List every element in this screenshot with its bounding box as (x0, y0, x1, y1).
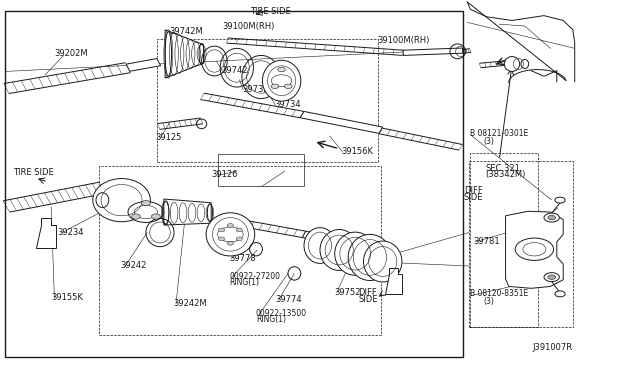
Circle shape (555, 291, 565, 297)
Polygon shape (302, 231, 383, 251)
Text: 39742M: 39742M (170, 27, 204, 36)
Bar (157, 39, 378, 162)
Circle shape (548, 275, 556, 279)
Text: 39775: 39775 (335, 262, 362, 271)
Circle shape (548, 215, 556, 220)
Circle shape (555, 197, 565, 203)
Text: TIRE SIDE: TIRE SIDE (13, 169, 54, 177)
Bar (5, 11, 463, 357)
Text: RING(1): RING(1) (229, 278, 259, 287)
Text: B 08121-0301E: B 08121-0301E (470, 129, 529, 138)
Bar (470, 153, 538, 327)
Text: DIFF: DIFF (464, 186, 483, 195)
Text: (3): (3) (483, 137, 494, 146)
Circle shape (278, 67, 285, 72)
Text: 00922-13500: 00922-13500 (256, 309, 307, 318)
Text: DIFF: DIFF (358, 288, 377, 296)
Circle shape (227, 224, 234, 227)
Ellipse shape (262, 60, 301, 101)
Text: (3): (3) (483, 297, 494, 306)
Circle shape (218, 228, 225, 232)
Text: RING(1): RING(1) (256, 315, 286, 324)
Text: 39734: 39734 (274, 100, 301, 109)
Circle shape (544, 273, 559, 282)
Circle shape (227, 241, 234, 245)
Polygon shape (36, 218, 56, 248)
Text: 39735: 39735 (242, 85, 269, 94)
Ellipse shape (320, 230, 358, 270)
Circle shape (236, 237, 243, 241)
Circle shape (152, 214, 161, 219)
Text: 39778: 39778 (229, 254, 256, 263)
Text: SEC.321: SEC.321 (485, 164, 520, 173)
Ellipse shape (304, 228, 336, 263)
Circle shape (218, 237, 225, 241)
Text: 39155K: 39155K (51, 293, 83, 302)
Circle shape (236, 228, 243, 232)
Text: SIDE: SIDE (464, 193, 483, 202)
Text: J391007R: J391007R (532, 343, 573, 352)
Text: 39781: 39781 (474, 237, 500, 246)
Bar (99, 166, 381, 335)
Circle shape (544, 213, 559, 222)
Bar (218, 154, 304, 186)
Text: 39100M(RH): 39100M(RH) (223, 22, 275, 31)
Circle shape (128, 202, 164, 222)
Circle shape (515, 238, 554, 260)
Text: 39774: 39774 (275, 295, 302, 304)
Text: B 08120-8351E: B 08120-8351E (470, 289, 529, 298)
Text: 39234: 39234 (58, 228, 84, 237)
Text: 39126: 39126 (211, 170, 237, 179)
Polygon shape (403, 48, 463, 55)
Text: 39202M: 39202M (54, 49, 88, 58)
Text: SIDE: SIDE (358, 295, 378, 304)
Circle shape (271, 84, 279, 89)
Text: (38342M): (38342M) (485, 170, 525, 179)
Text: 39242M: 39242M (173, 299, 207, 308)
Text: 39100M(RH): 39100M(RH) (378, 36, 430, 45)
Ellipse shape (93, 179, 150, 222)
Text: 00922-27200: 00922-27200 (229, 272, 280, 280)
Text: 39125: 39125 (156, 133, 182, 142)
Ellipse shape (364, 241, 402, 282)
Text: 39776: 39776 (325, 238, 352, 247)
Polygon shape (164, 199, 211, 225)
Polygon shape (385, 267, 402, 294)
Text: 39156K: 39156K (341, 147, 373, 156)
Ellipse shape (206, 213, 255, 256)
Polygon shape (165, 30, 204, 78)
Circle shape (131, 214, 140, 219)
Text: 39242: 39242 (120, 262, 147, 270)
Ellipse shape (348, 234, 392, 280)
Text: 39752: 39752 (335, 288, 361, 296)
Text: 39742: 39742 (221, 66, 247, 75)
Polygon shape (126, 58, 161, 71)
Ellipse shape (504, 57, 520, 71)
Polygon shape (506, 211, 563, 288)
Circle shape (284, 84, 292, 89)
Circle shape (141, 201, 150, 206)
Polygon shape (300, 111, 383, 134)
Ellipse shape (335, 232, 376, 275)
Text: TIRE SIDE: TIRE SIDE (250, 7, 291, 16)
Bar (469, 161, 573, 327)
